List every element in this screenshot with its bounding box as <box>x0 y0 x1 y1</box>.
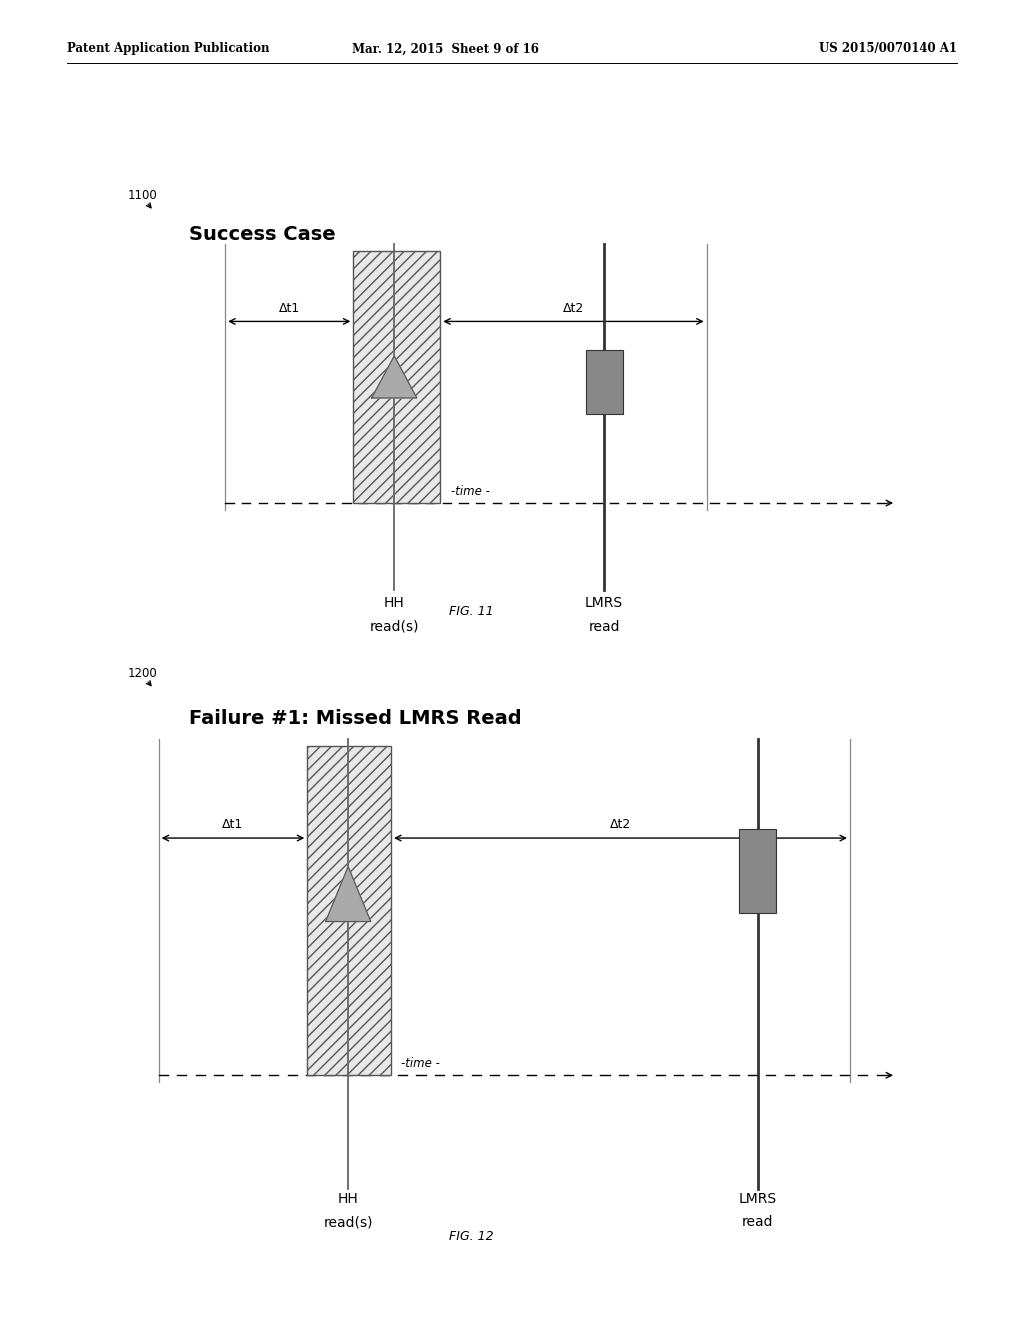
Polygon shape <box>372 356 417 397</box>
Text: LMRS: LMRS <box>738 1192 777 1205</box>
Text: FIG. 11: FIG. 11 <box>449 605 494 618</box>
Text: Δt2: Δt2 <box>563 302 584 315</box>
Text: read(s): read(s) <box>370 620 419 634</box>
Text: Success Case: Success Case <box>189 226 336 244</box>
Text: read(s): read(s) <box>324 1216 373 1229</box>
Polygon shape <box>326 867 371 921</box>
Text: 1200: 1200 <box>128 667 158 680</box>
Text: -time -: -time - <box>451 484 489 498</box>
Text: LMRS: LMRS <box>585 597 624 610</box>
Text: read: read <box>742 1216 773 1229</box>
Bar <box>353 251 440 503</box>
Text: Δt2: Δt2 <box>610 818 631 832</box>
Text: -time -: -time - <box>401 1057 440 1071</box>
Text: Δt1: Δt1 <box>279 302 300 315</box>
Text: Patent Application Publication: Patent Application Publication <box>67 42 269 55</box>
Text: Mar. 12, 2015  Sheet 9 of 16: Mar. 12, 2015 Sheet 9 of 16 <box>352 42 539 55</box>
Bar <box>307 746 391 1076</box>
Text: read: read <box>589 620 620 634</box>
Text: 1100: 1100 <box>128 189 158 202</box>
Text: Δt1: Δt1 <box>222 818 244 832</box>
Text: Failure #1: Missed LMRS Read: Failure #1: Missed LMRS Read <box>189 709 522 727</box>
Text: HH: HH <box>384 597 404 610</box>
Bar <box>586 350 623 414</box>
Bar <box>739 829 776 913</box>
Text: FIG. 12: FIG. 12 <box>449 1230 494 1243</box>
Text: HH: HH <box>338 1192 358 1205</box>
Text: US 2015/0070140 A1: US 2015/0070140 A1 <box>819 42 957 55</box>
